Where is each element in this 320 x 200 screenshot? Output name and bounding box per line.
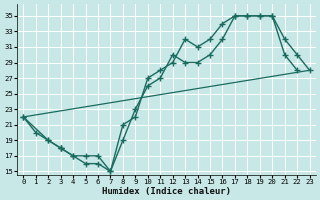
X-axis label: Humidex (Indice chaleur): Humidex (Indice chaleur) bbox=[102, 187, 231, 196]
